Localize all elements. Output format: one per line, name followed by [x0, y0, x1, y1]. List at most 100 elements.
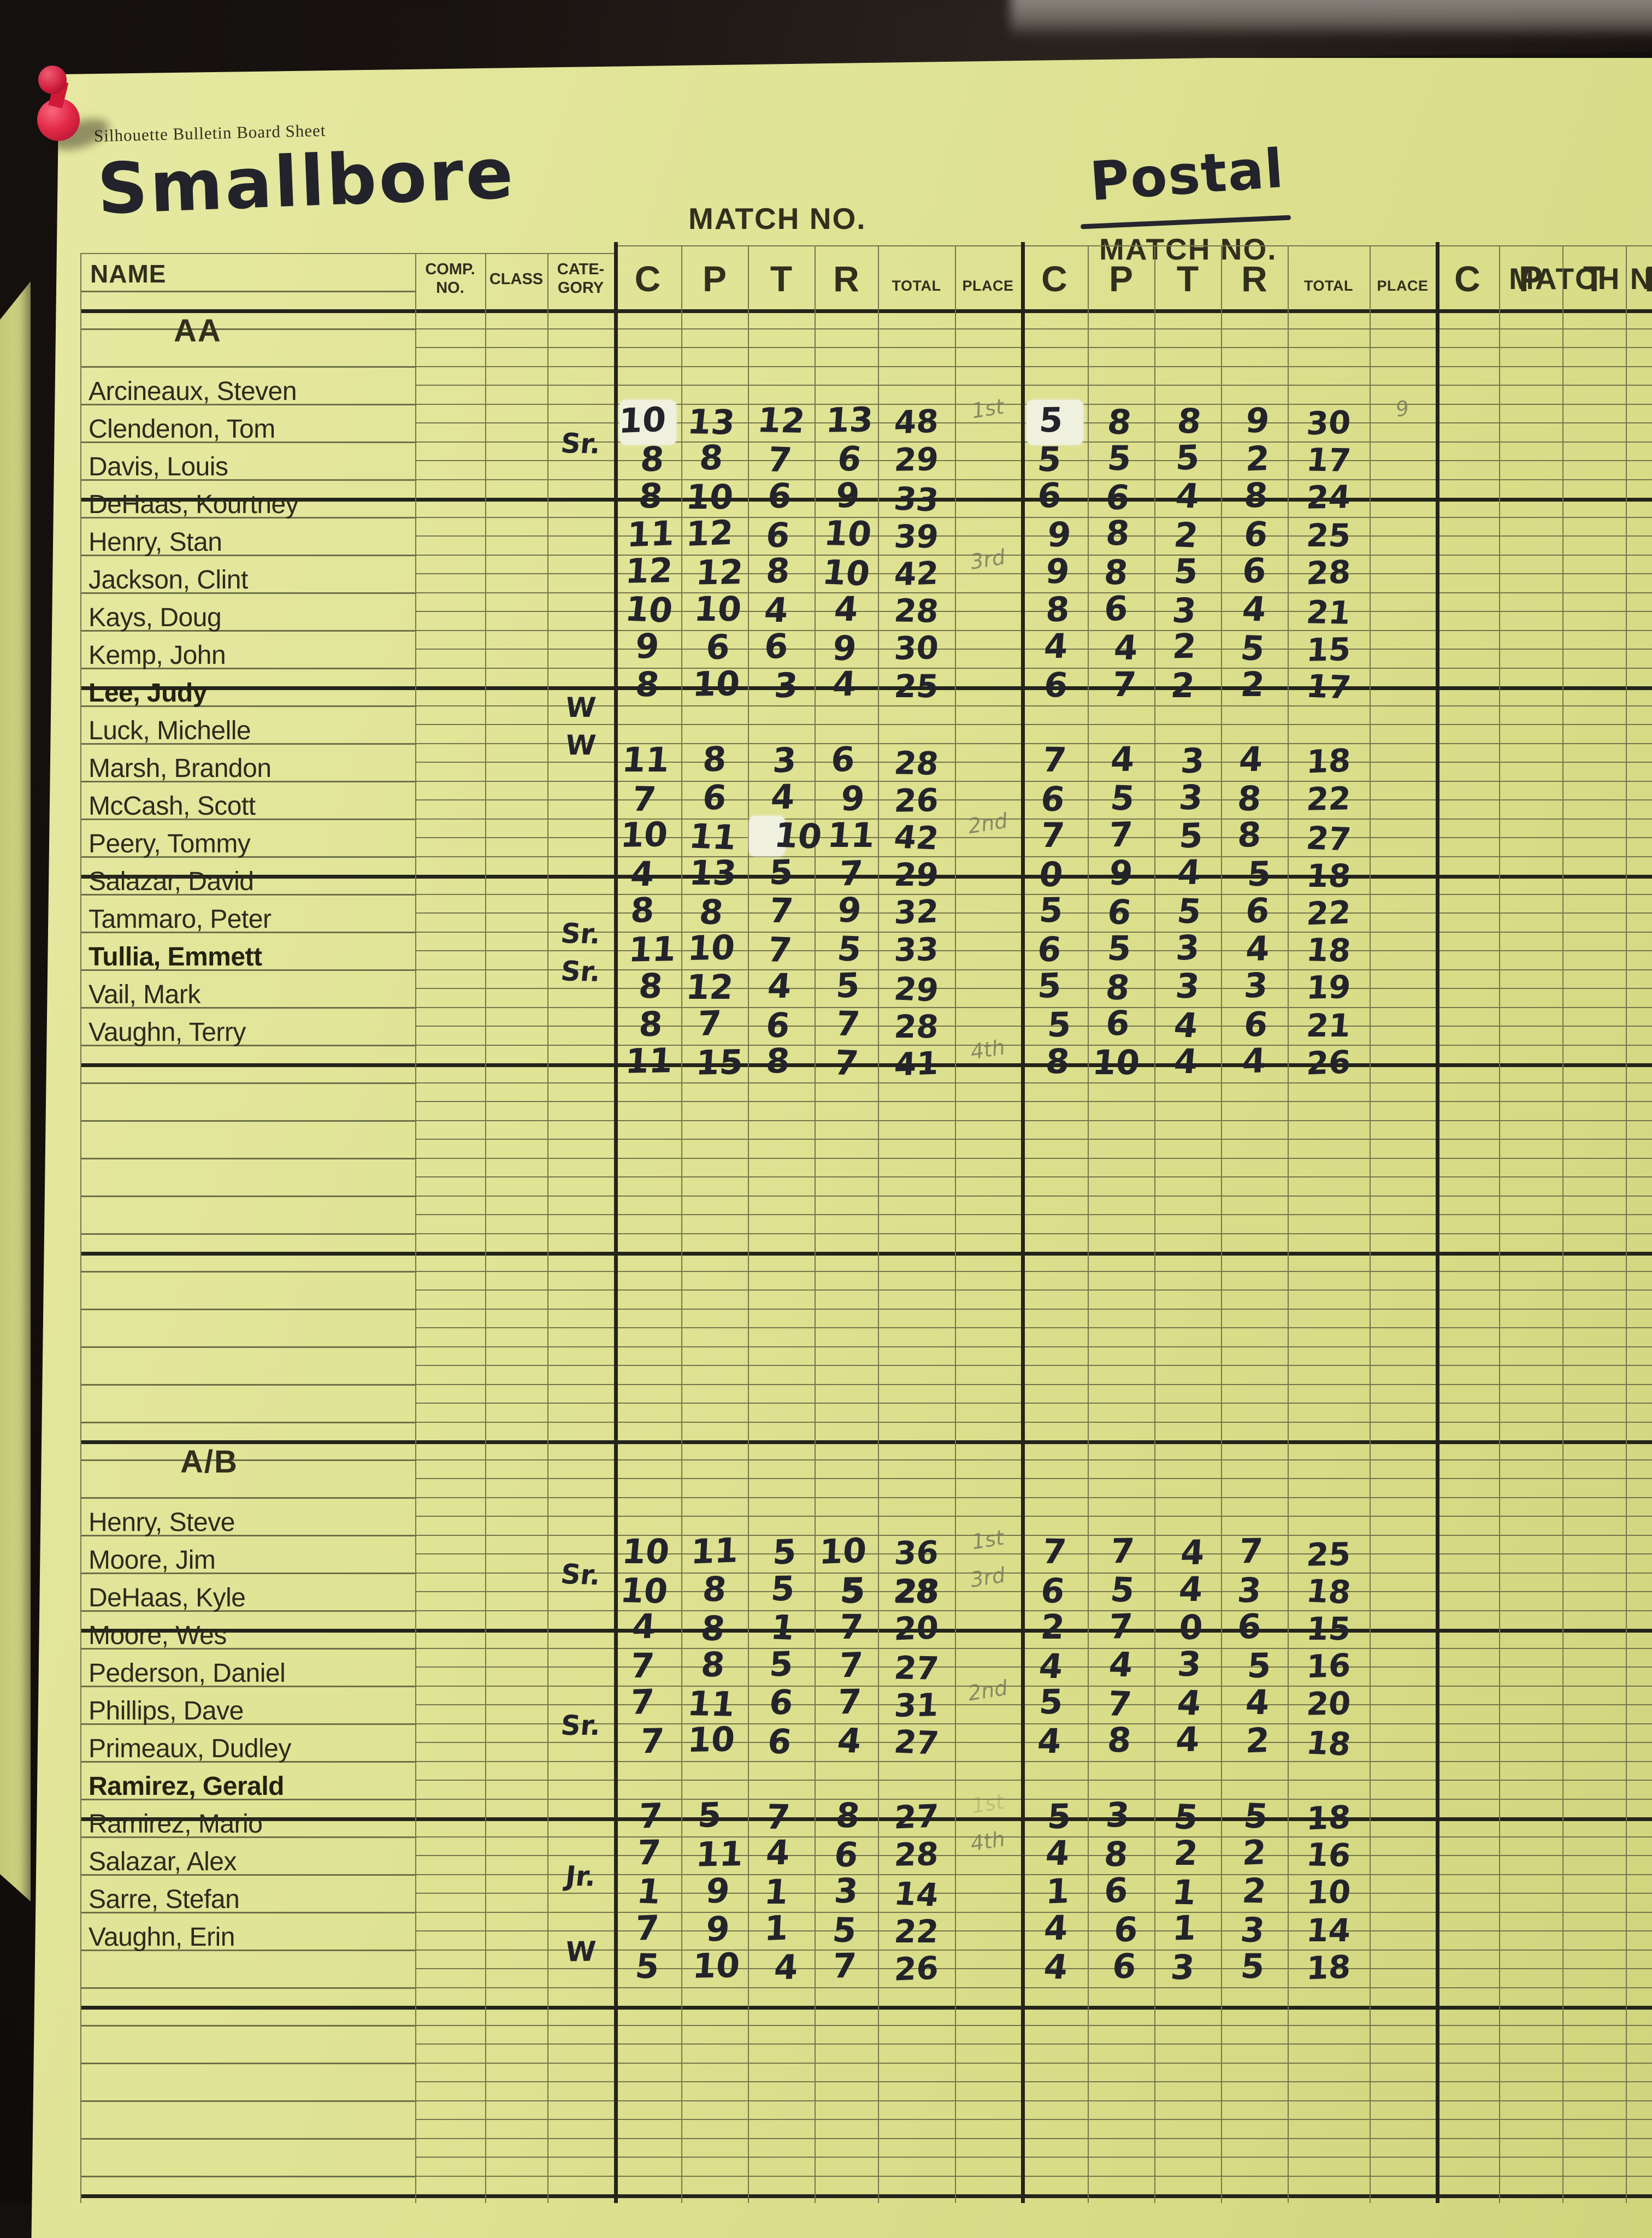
score-cell-total: 42 — [892, 818, 941, 857]
event-title-handwritten: Smallbore — [96, 133, 517, 231]
shooter-name: Sarre, Stefan — [88, 1885, 240, 1914]
score-cell-p: 8 — [1104, 513, 1131, 553]
score-cell-c: 5 — [1037, 890, 1065, 930]
grid-line-vertical — [485, 253, 486, 2203]
grid-line-horizontal — [415, 1214, 1652, 1215]
column-header-r: R — [1626, 258, 1652, 299]
column-header-c: C — [1454, 258, 1480, 299]
grid-line-horizontal — [415, 1987, 1652, 1988]
column-header-total: TOTAL — [892, 278, 941, 294]
score-cell-t: 4 — [766, 966, 793, 1006]
grid-line-vertical — [1088, 245, 1089, 2203]
grid-line-horizontal — [80, 1120, 415, 1122]
section-title-1: A/B — [180, 1444, 238, 1480]
score-cell-c: 10 — [623, 588, 675, 631]
score-cell-t: 5 — [1175, 437, 1201, 478]
score-cell-t: 5 — [768, 1644, 794, 1685]
score-cell-c: 4 — [1037, 1646, 1065, 1687]
score-cell-c: 7 — [634, 1907, 660, 1948]
grid-line-vertical — [1154, 245, 1155, 2203]
shooter-name: Henry, Steve — [88, 1508, 235, 1537]
category-mark: Jr. — [564, 1860, 598, 1893]
shooter-name: Vaughn, Terry — [88, 1018, 246, 1047]
score-cell-total: 27 — [892, 1649, 941, 1687]
grid-line-horizontal — [80, 686, 1652, 690]
score-cell-c: 5 — [633, 1946, 662, 1987]
score-cell-c: 2 — [1039, 1607, 1066, 1647]
score-cell-r: 6 — [1236, 1606, 1262, 1647]
score-cell-total: 16 — [1305, 1836, 1353, 1874]
grid-line-horizontal — [415, 2062, 1652, 2064]
score-cell-total: 30 — [893, 629, 940, 667]
score-cell-total: 31 — [893, 1686, 940, 1724]
score-cell-t: 4 — [1175, 1682, 1204, 1723]
score-cell-total: 27 — [893, 1797, 940, 1836]
score-cell-t: 3 — [1176, 1644, 1203, 1685]
shooter-name: Salazar, David — [88, 867, 254, 896]
grid-line-horizontal — [415, 649, 1652, 650]
grid-line-vertical — [815, 245, 816, 2203]
score-cell-total: 29 — [893, 440, 940, 479]
grid-line-horizontal — [415, 554, 1652, 556]
grid-line-horizontal — [80, 366, 415, 368]
score-cell-t: 1 — [763, 1907, 789, 1949]
place-annotation-pencil: 1st — [970, 394, 1006, 423]
grid-line-horizontal — [80, 2194, 1652, 2198]
score-cell-t: 6 — [767, 1682, 795, 1723]
score-cell-c: 6 — [1036, 475, 1063, 516]
grid-line-horizontal — [80, 253, 614, 254]
score-cell-t: 6 — [764, 515, 792, 556]
grid-line-horizontal — [80, 1063, 1652, 1067]
score-cell-p: 3 — [1104, 1794, 1131, 1835]
grid-line-horizontal — [415, 1704, 1652, 1705]
score-cell-c: 5 — [1037, 399, 1065, 440]
grid-line-horizontal — [415, 2081, 1652, 2082]
grid-line-horizontal — [80, 441, 415, 443]
score-cell-total: 36 — [893, 1534, 940, 1572]
place-annotation-pencil: 4th — [969, 1827, 1007, 1856]
grid-line-horizontal — [415, 856, 1652, 857]
whiteout-patch — [749, 816, 785, 856]
score-cell-total: 21 — [1305, 593, 1353, 632]
score-cell-total: 17 — [1304, 667, 1353, 706]
score-cell-r: 7 — [836, 1681, 863, 1722]
score-cell-r: 7 — [838, 852, 864, 894]
place-annotation-pencil: 3rd — [968, 545, 1007, 574]
score-cell-total: 22 — [1305, 780, 1352, 818]
grid-line-horizontal — [415, 2100, 1652, 2101]
grid-line-vertical — [1021, 242, 1025, 2203]
score-cell-total: 14 — [892, 1875, 941, 1914]
score-cell-r: 5 — [835, 965, 861, 1006]
score-cell-t: 4 — [763, 590, 790, 630]
grid-line-vertical — [878, 245, 879, 2203]
grid-line-horizontal — [80, 592, 415, 594]
score-cell-p: 8 — [701, 739, 728, 780]
score-cell-t: 7 — [764, 1797, 792, 1837]
score-cell-total: 16 — [1305, 1646, 1352, 1686]
column-header-t: T — [1176, 258, 1199, 299]
grid-line-vertical — [1288, 245, 1289, 2203]
score-cell-total: 28 — [892, 592, 941, 630]
grid-line-horizontal — [415, 1666, 1652, 1668]
score-cell-r: 3 — [1242, 965, 1270, 1006]
grid-line-horizontal — [415, 1082, 1652, 1083]
score-cell-p: 12 — [684, 967, 735, 1007]
score-cell-t: 7 — [767, 890, 795, 931]
score-cell-r: 3 — [1236, 1570, 1263, 1610]
score-cell-r: 6 — [1244, 891, 1271, 930]
grid-line-horizontal — [80, 1459, 415, 1461]
grid-line-horizontal — [415, 1742, 1652, 1743]
shooter-name: Jackson, Clint — [88, 566, 248, 594]
grid-line-horizontal — [415, 780, 1652, 782]
score-cell-c: 7 — [629, 1681, 656, 1723]
score-cell-r: 5 — [1246, 853, 1273, 894]
grid-line-horizontal — [80, 856, 415, 858]
grid-line-horizontal — [415, 1346, 1652, 1347]
grid-line-horizontal — [415, 1270, 1652, 1272]
score-cell-p: 8 — [1105, 402, 1134, 443]
board-frame-blur — [1011, 0, 1652, 34]
grid-line-horizontal — [415, 1139, 1652, 1140]
score-cell-total: 17 — [1305, 441, 1353, 479]
grid-line-horizontal — [415, 1780, 1652, 1781]
